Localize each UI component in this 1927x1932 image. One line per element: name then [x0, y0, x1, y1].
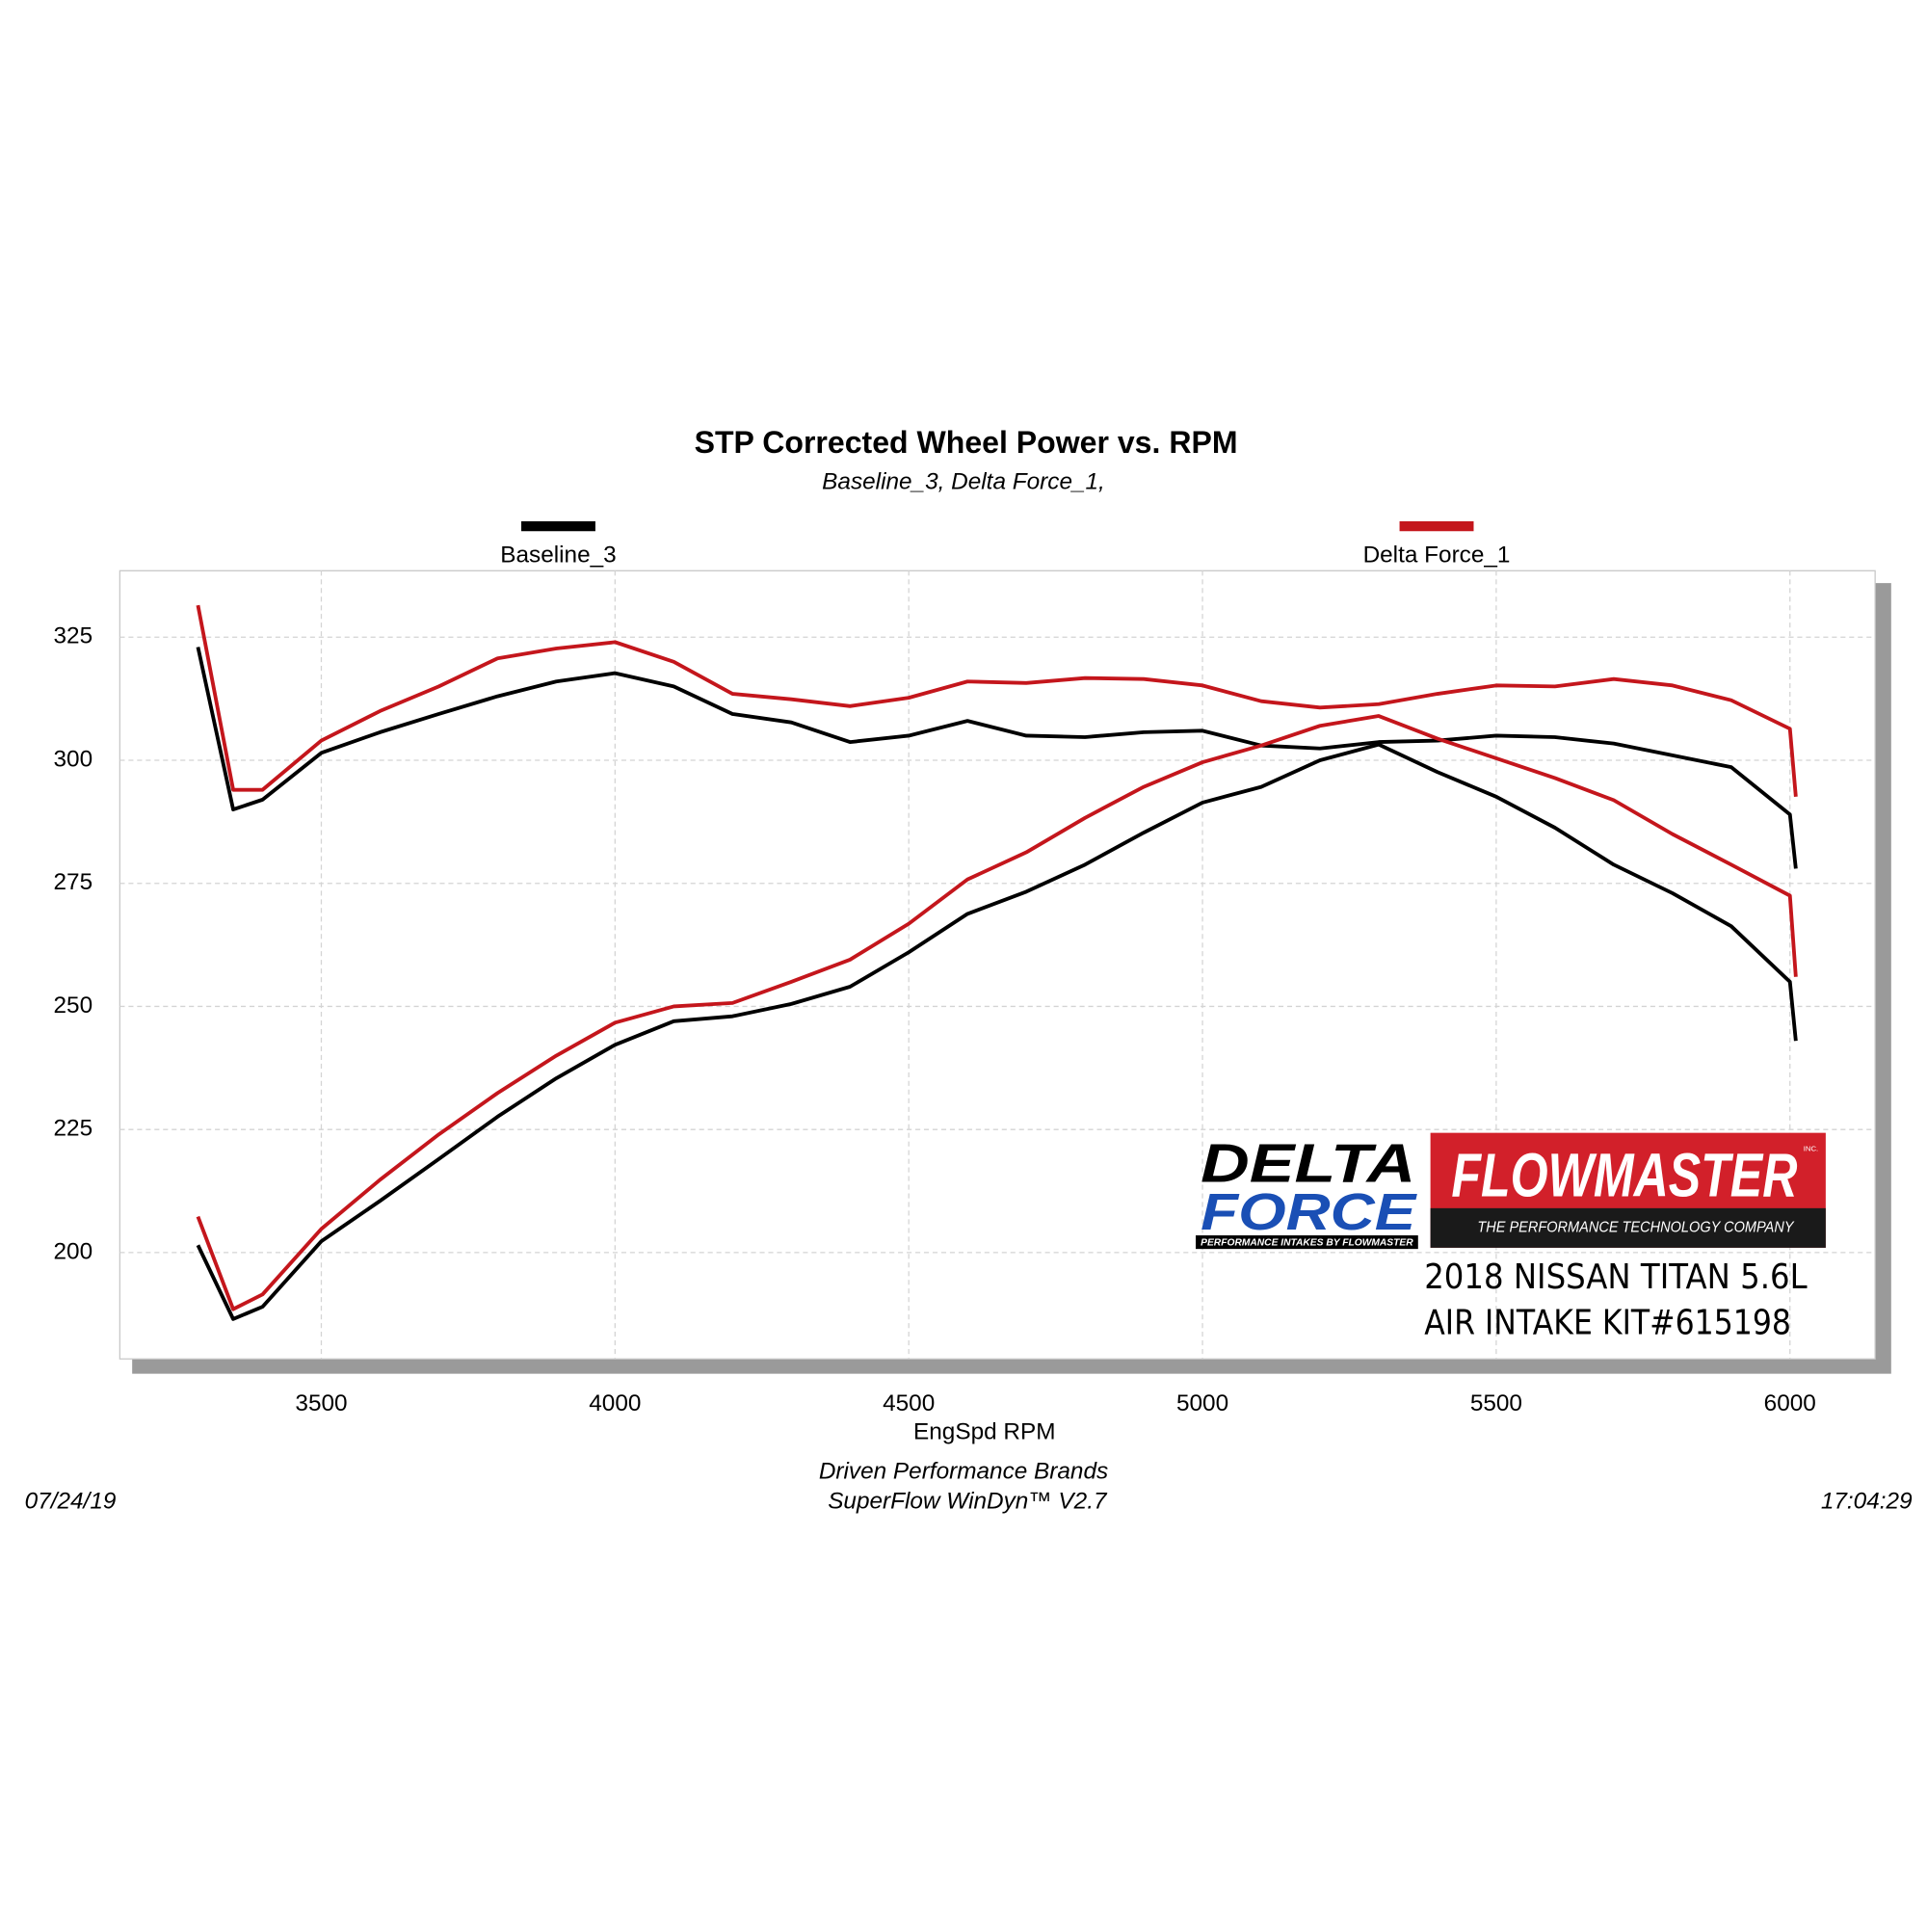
y-tick-label: 300 [54, 746, 93, 772]
y-tick-label: 200 [54, 1238, 93, 1264]
x-axis-label: EngSpd RPM [913, 1419, 1056, 1445]
logo-delta: DELTA [1201, 1132, 1415, 1193]
y-tick-label: 225 [54, 1116, 93, 1142]
logo-bar [1196, 1235, 1418, 1250]
chart-subtitle: Baseline_3, Delta Force_1, [822, 469, 1105, 495]
footer: SuperFlow WinDyn™ V2.7 [828, 1488, 1108, 1514]
logo-box-lower [1430, 1207, 1826, 1248]
grid [119, 570, 1876, 1360]
series-line [196, 647, 1798, 869]
x-tick-label: 6000 [1764, 1390, 1816, 1416]
logo-flowmaster-tagline: THE PERFORMANCE TECHNOLOGY COMPANY [1477, 1219, 1795, 1235]
caption-line: 2018 NISSAN TITAN 5.6L [1424, 1257, 1807, 1297]
legend-label: Baseline_3 [500, 542, 616, 568]
logo-inc: INC. [1804, 1144, 1818, 1152]
series-line [196, 604, 1798, 797]
logo-flowmaster: FLOWMASTER [1451, 1140, 1797, 1209]
x-tick-label: 5500 [1470, 1390, 1522, 1416]
series-line [196, 714, 1798, 1311]
lines [196, 604, 1798, 1321]
y-tick-label: 250 [54, 992, 93, 1019]
logo-delta-tagline: PERFORMANCE INTAKES BY FLOWMASTER [1201, 1237, 1413, 1248]
y-tick-label: 275 [54, 869, 93, 895]
logo: DELTA FORCE PERFORMANCE INTAKES BY FLOWM… [1196, 1132, 1826, 1250]
date: 07/24/19 [25, 1488, 117, 1514]
x-tick-label: 4000 [589, 1390, 641, 1416]
chart-title: STP Corrected Wheel Power vs. RPM [695, 425, 1238, 460]
time: 17:04:29 [1821, 1488, 1913, 1514]
x-tick-label: 5000 [1176, 1390, 1228, 1416]
x-tick-label: 4500 [883, 1390, 935, 1416]
x-tick-label: 3500 [295, 1390, 347, 1416]
footer: Driven Performance Brands [819, 1459, 1108, 1485]
y-tick-label: 325 [54, 623, 93, 649]
legend-label: Delta Force_1 [1363, 542, 1511, 568]
logo-force: FORCE [1201, 1183, 1418, 1241]
series-line [196, 742, 1798, 1321]
caption-line: AIR INTAKE KIT#615198 [1424, 1303, 1791, 1342]
